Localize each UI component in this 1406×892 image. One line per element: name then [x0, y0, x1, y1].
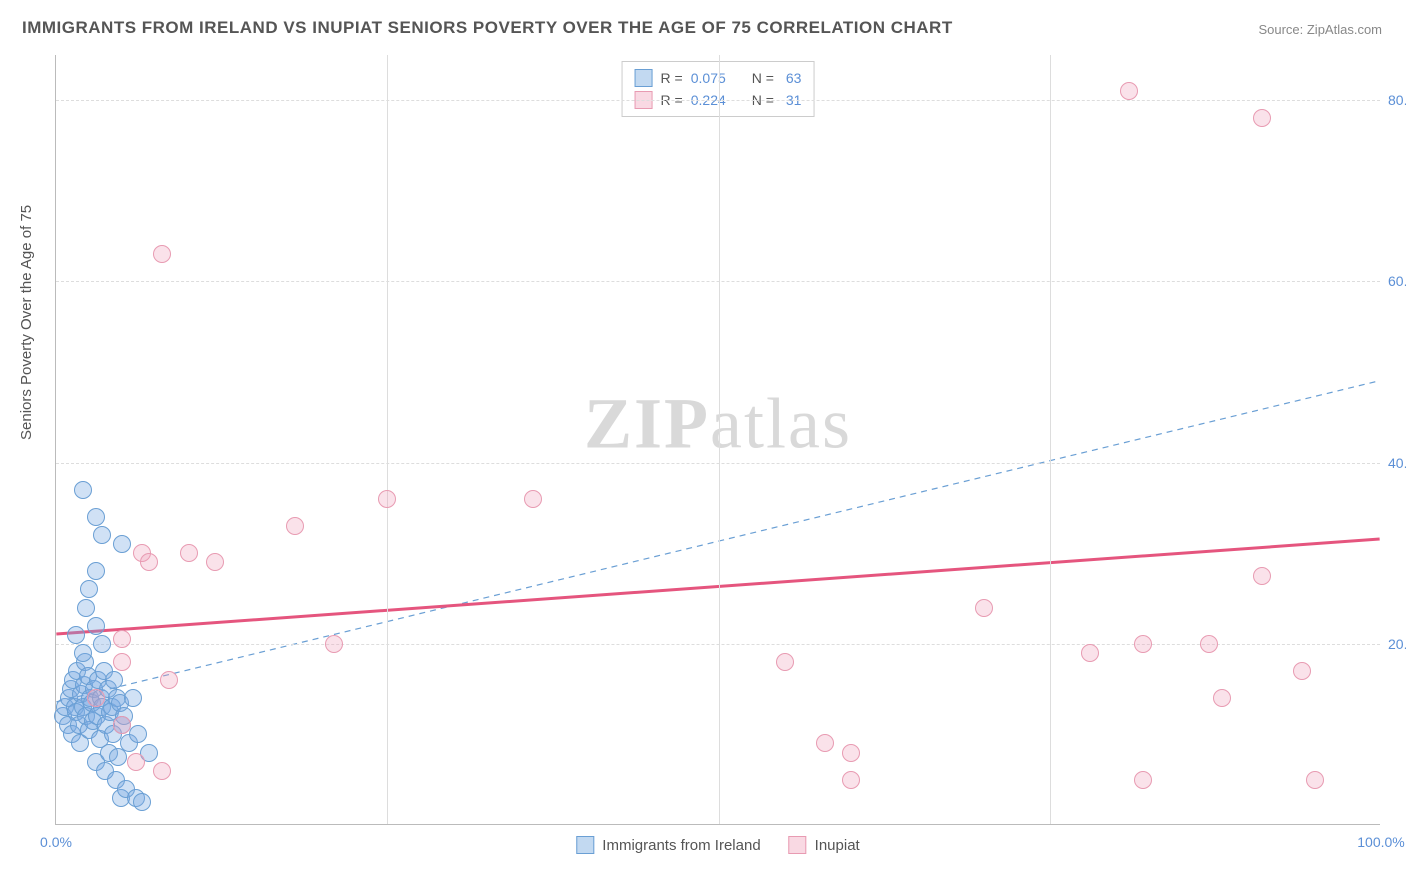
data-point [93, 635, 111, 653]
legend-item: Inupiat [789, 836, 860, 854]
data-point [180, 544, 198, 562]
data-point [286, 517, 304, 535]
data-point [87, 689, 105, 707]
data-point [1253, 109, 1271, 127]
legend-item: Immigrants from Ireland [576, 836, 760, 854]
data-point [206, 553, 224, 571]
data-point [1134, 771, 1152, 789]
data-point [842, 771, 860, 789]
data-point [127, 753, 145, 771]
legend-swatch [635, 69, 653, 87]
data-point [113, 535, 131, 553]
n-value: 63 [782, 67, 801, 89]
x-tick-label: 100.0% [1357, 834, 1404, 850]
data-point [325, 635, 343, 653]
data-point [93, 526, 111, 544]
chart-title: IMMIGRANTS FROM IRELAND VS INUPIAT SENIO… [22, 18, 953, 38]
data-point [378, 490, 396, 508]
legend-label: Immigrants from Ireland [602, 837, 760, 854]
legend-label: Inupiat [815, 837, 860, 854]
data-point [1306, 771, 1324, 789]
n-label: N = [752, 67, 774, 89]
y-tick-label: 20.0% [1388, 636, 1406, 652]
plot-area: ZIPatlas R =0.075N = 63R =0.224N = 31 Im… [55, 55, 1380, 825]
gridline-vertical [1050, 55, 1051, 824]
data-point [77, 599, 95, 617]
data-point [1293, 662, 1311, 680]
data-point [80, 580, 98, 598]
data-point [87, 617, 105, 635]
data-point [524, 490, 542, 508]
data-point [160, 671, 178, 689]
y-axis-title: Seniors Poverty Over the Age of 75 [18, 205, 35, 440]
y-tick-label: 40.0% [1388, 455, 1406, 471]
data-point [1213, 689, 1231, 707]
gridline-vertical [719, 55, 720, 824]
y-tick-label: 80.0% [1388, 92, 1406, 108]
data-point [816, 734, 834, 752]
data-point [74, 481, 92, 499]
data-point [113, 716, 131, 734]
data-point [776, 653, 794, 671]
data-point [87, 508, 105, 526]
series-legend: Immigrants from Ireland Inupiat [576, 836, 859, 854]
legend-swatch [789, 836, 807, 854]
data-point [1081, 644, 1099, 662]
r-label: R = [661, 67, 683, 89]
data-point [1200, 635, 1218, 653]
r-value: 0.075 [691, 67, 726, 89]
data-point [124, 689, 142, 707]
watermark-rest: atlas [710, 384, 852, 464]
data-point [1253, 567, 1271, 585]
watermark-bold: ZIP [584, 384, 710, 464]
data-point [67, 626, 85, 644]
data-point [842, 744, 860, 762]
data-point [140, 553, 158, 571]
data-point [74, 644, 92, 662]
data-point [129, 725, 147, 743]
data-point [153, 762, 171, 780]
gridline-vertical [387, 55, 388, 824]
source-attribution: Source: ZipAtlas.com [1258, 22, 1382, 37]
data-point [153, 245, 171, 263]
x-tick-label: 0.0% [40, 834, 72, 850]
y-tick-label: 60.0% [1388, 273, 1406, 289]
data-point [975, 599, 993, 617]
data-point [133, 793, 151, 811]
data-point [1120, 82, 1138, 100]
data-point [1134, 635, 1152, 653]
legend-swatch [576, 836, 594, 854]
data-point [105, 671, 123, 689]
data-point [113, 630, 131, 648]
data-point [87, 562, 105, 580]
data-point [113, 653, 131, 671]
